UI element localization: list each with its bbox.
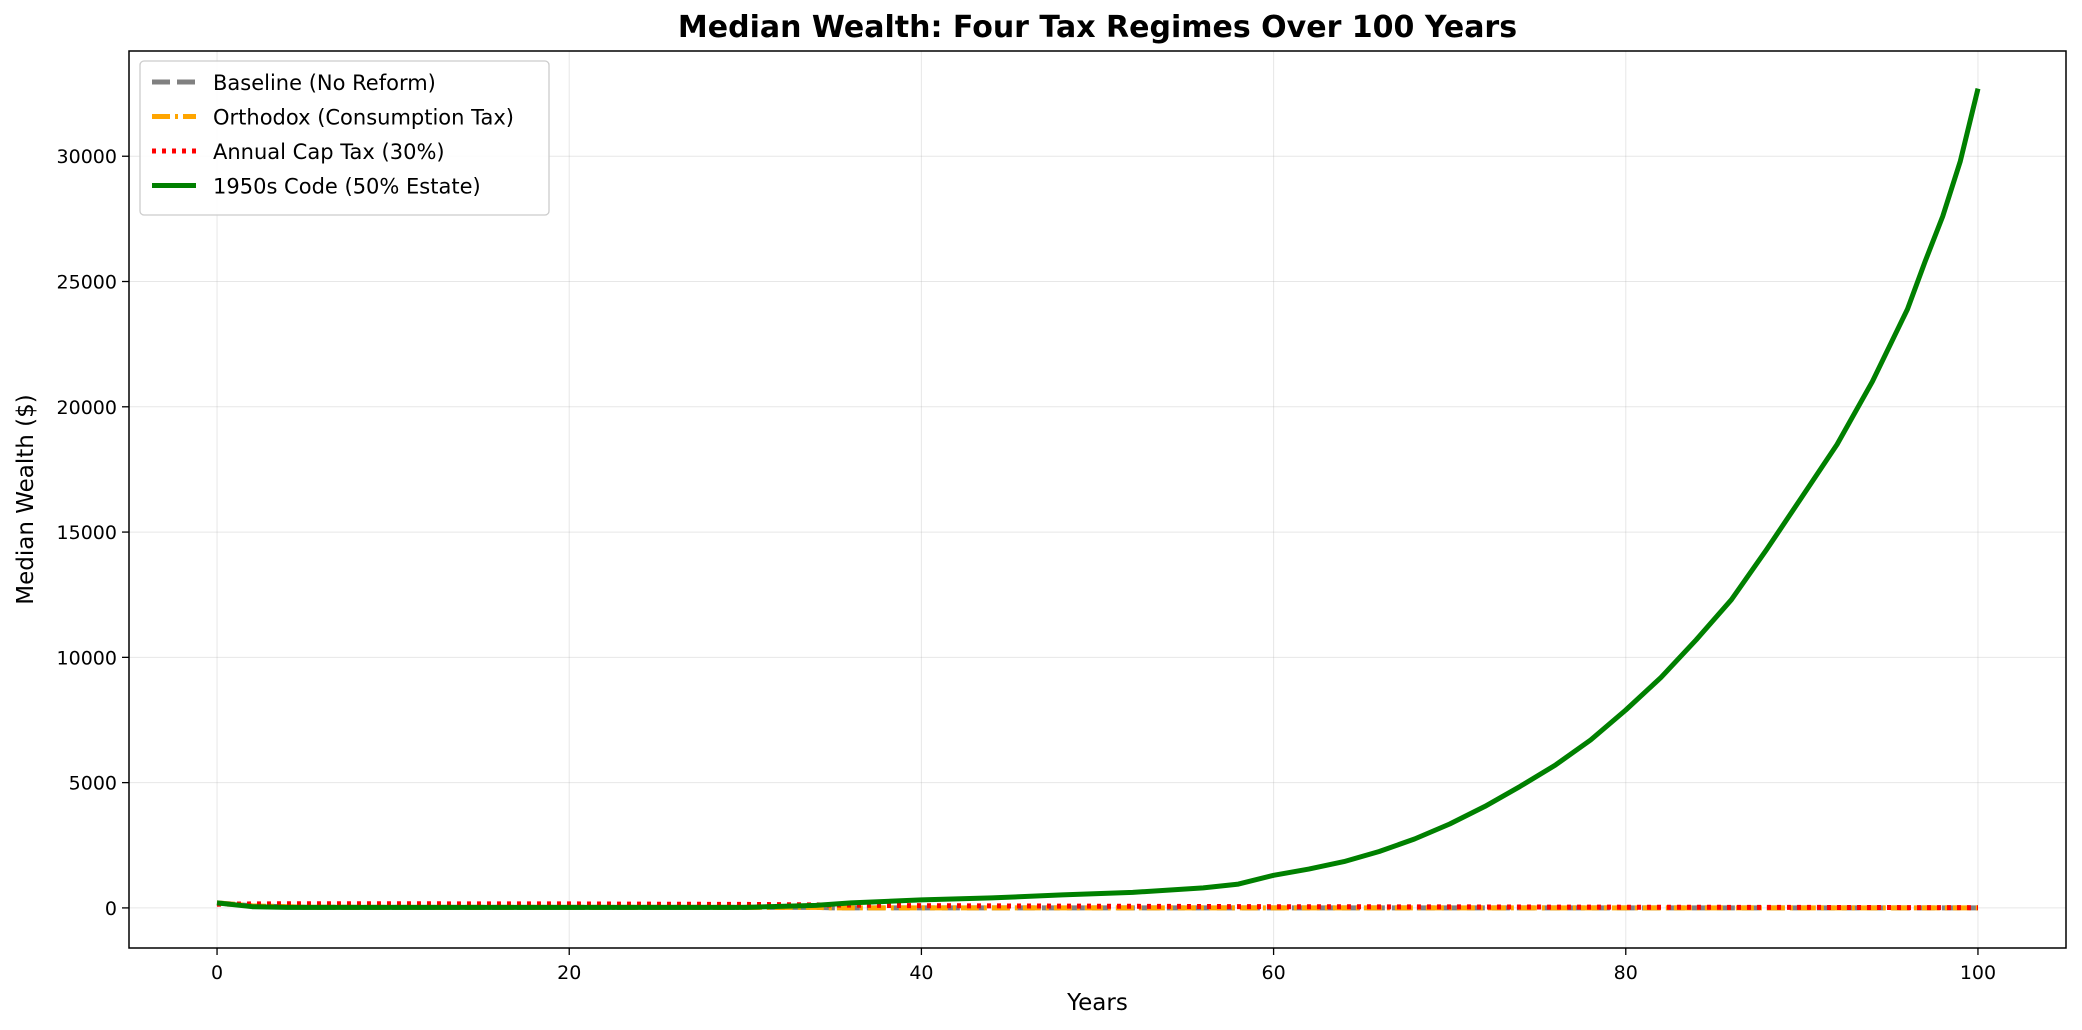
x-tick-label: 0 [211,962,223,984]
y-tick-label: 30000 [57,146,117,168]
legend-box [139,60,550,216]
x-tick-label: 100 [1960,962,1996,984]
ticks: 0 20 40 60 80 100 0 5000 10000 15000 20000 25000 300… [57,146,1997,984]
y-tick-label: 5000 [69,773,117,795]
series-layer [216,88,1981,911]
y-tick-label: 25000 [57,272,117,294]
legend: Baseline (No Reform) Orthodox (Consumptio… [139,60,550,216]
y-axis-label: Median Wealth ($) [13,394,39,604]
y-tick-label: 0 [105,898,117,920]
x-tick-label: 20 [557,962,581,984]
y-tick-label: 20000 [57,397,117,419]
y-tick-label: 15000 [57,522,117,544]
series-line-4 [216,88,1981,910]
x-axis-label: Years [1066,990,1128,1016]
legend-label-4: 1950s Code (50% Estate) [213,175,481,199]
y-tick-label: 10000 [57,647,117,669]
x-tick-label: 80 [1614,962,1638,984]
x-tick-label: 60 [1261,962,1285,984]
legend-label-3: Annual Cap Tax (30%) [213,140,445,164]
legend-label-2: Orthodox (Consumption Tax) [213,106,514,130]
chart-title: Median Wealth: Four Tax Regimes Over 100… [678,10,1517,45]
legend-label-1: Baseline (No Reform) [213,71,436,95]
x-tick-label: 40 [909,962,933,984]
plot-frame [128,50,2067,949]
